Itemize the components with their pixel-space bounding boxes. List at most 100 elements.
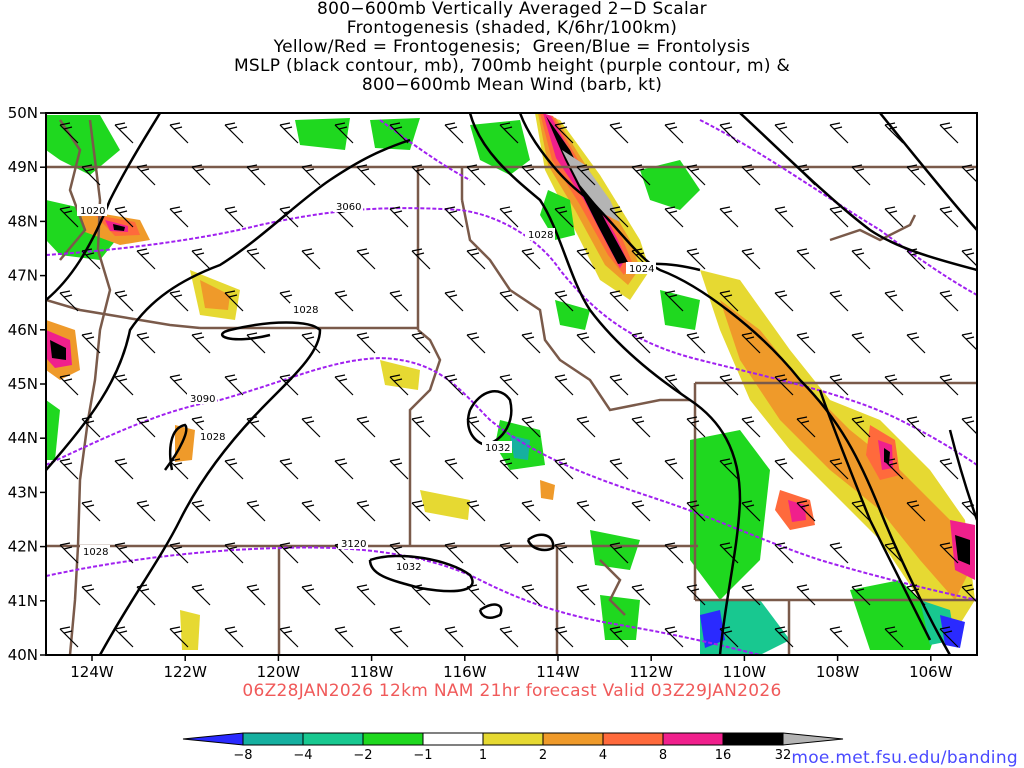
wind-barb [664, 374, 684, 396]
colorbar-swatch [362, 732, 424, 746]
wind-barb [741, 500, 761, 522]
wind-barb [741, 584, 761, 606]
colorbar-swatch [602, 732, 664, 746]
wind-barb [114, 458, 134, 480]
wind-barb [664, 122, 684, 144]
wind-barb [961, 416, 977, 435]
colorbar-label: −8 [233, 748, 252, 763]
wind-barb [774, 542, 794, 564]
wind-barb [279, 542, 299, 564]
height-label: 3120 [341, 539, 366, 550]
wind-barb [576, 164, 596, 186]
wind-barb [224, 458, 244, 480]
wind-barb [114, 374, 134, 396]
wind-barb [554, 374, 574, 396]
wind-barb [796, 584, 816, 606]
wind-barb [796, 500, 816, 522]
wind-barb [961, 584, 977, 603]
wind-barb [829, 542, 849, 564]
colorbar-label: 8 [659, 748, 667, 763]
wind-barb [499, 290, 519, 312]
wind-barb [774, 458, 794, 480]
wind-barb [301, 416, 321, 438]
wind-barb [686, 332, 706, 354]
wind-barb [521, 584, 541, 606]
wind-barb [279, 206, 299, 228]
wind-barb [884, 122, 904, 144]
wind-barb [906, 248, 926, 270]
wind-barb [554, 542, 574, 564]
lat-tick-label: 44N [8, 429, 38, 447]
colorbar-swatch [782, 732, 844, 746]
wind-barb [81, 164, 101, 186]
title-line-4: MSLP (black contour, mb), 700mb height (… [233, 56, 791, 76]
wind-barb [356, 248, 376, 270]
contour-labels: 1020 1028 1028 1028 1032 1032 1024 1028 … [77, 200, 656, 573]
wind-barb [851, 500, 871, 522]
wind-barb [884, 206, 904, 228]
wind-barb [81, 500, 101, 522]
title-line-3: Yellow/Red = Frontogenesis; Green/Blue =… [273, 37, 751, 57]
wind-barb [554, 458, 574, 480]
wind-barb [796, 248, 816, 270]
wind-barb [884, 458, 904, 480]
wind-barb [224, 542, 244, 564]
wind-barb [576, 332, 596, 354]
wind-barb [334, 626, 354, 648]
wind-barb [521, 248, 541, 270]
wind-barb [246, 164, 266, 186]
lon-tick-label: 108W [816, 663, 860, 681]
wind-barb [609, 206, 629, 228]
wind-barb [279, 374, 299, 396]
wind-barb [224, 290, 244, 312]
wind-barb [169, 290, 189, 312]
wind-barb [59, 542, 79, 564]
wind-barb [466, 500, 486, 522]
wind-barb [554, 290, 574, 312]
wind-barb [686, 164, 706, 186]
wind-barb [411, 332, 431, 354]
wind-barb [741, 164, 761, 186]
wind-barb [389, 374, 409, 396]
wind-barb [356, 584, 376, 606]
wind-barb [664, 206, 684, 228]
wind-barb [356, 164, 376, 186]
longitude-axis: 124W 122W 120W 118W 116W 114W 112W 110W 108W 106W [70, 655, 953, 681]
wind-barb [466, 584, 486, 606]
lat-tick-label: 43N [8, 483, 38, 501]
title-line-2: Frontogenesis (shaded, K/6hr/100km) [346, 18, 678, 38]
wind-barb [81, 332, 101, 354]
wind-barb [796, 164, 816, 186]
wind-barb [301, 164, 321, 186]
wind-barb [576, 416, 596, 438]
colorbar-swatch [242, 732, 304, 746]
wind-barb [466, 248, 486, 270]
wind-barb [81, 584, 101, 606]
wind-barb [686, 584, 706, 606]
wind-barb [59, 206, 79, 228]
colorbar-swatch [662, 732, 724, 746]
wind-barb [499, 626, 519, 648]
wind-barb [609, 542, 629, 564]
wind-barb [246, 248, 266, 270]
wind-barb [961, 500, 977, 519]
wind-barb [576, 500, 596, 522]
wind-barb [59, 290, 79, 312]
wind-barb [851, 248, 871, 270]
wind-barb [224, 206, 244, 228]
mslp-label: 1028 [293, 305, 318, 316]
wind-barb [939, 290, 959, 312]
wind-barb [939, 374, 959, 396]
lon-tick-label: 116W [443, 663, 487, 681]
colorbar-label: 16 [715, 748, 732, 763]
lat-tick-label: 46N [8, 321, 38, 339]
wind-barb [499, 122, 519, 144]
lon-tick-label: 118W [350, 663, 394, 681]
wind-barb [301, 500, 321, 522]
colorbar-label: −4 [293, 748, 312, 763]
colorbar-label: 2 [539, 748, 547, 763]
colorbar-swatch [422, 732, 484, 746]
wind-barb [466, 332, 486, 354]
wind-barb [114, 290, 134, 312]
lat-tick-label: 45N [8, 375, 38, 393]
